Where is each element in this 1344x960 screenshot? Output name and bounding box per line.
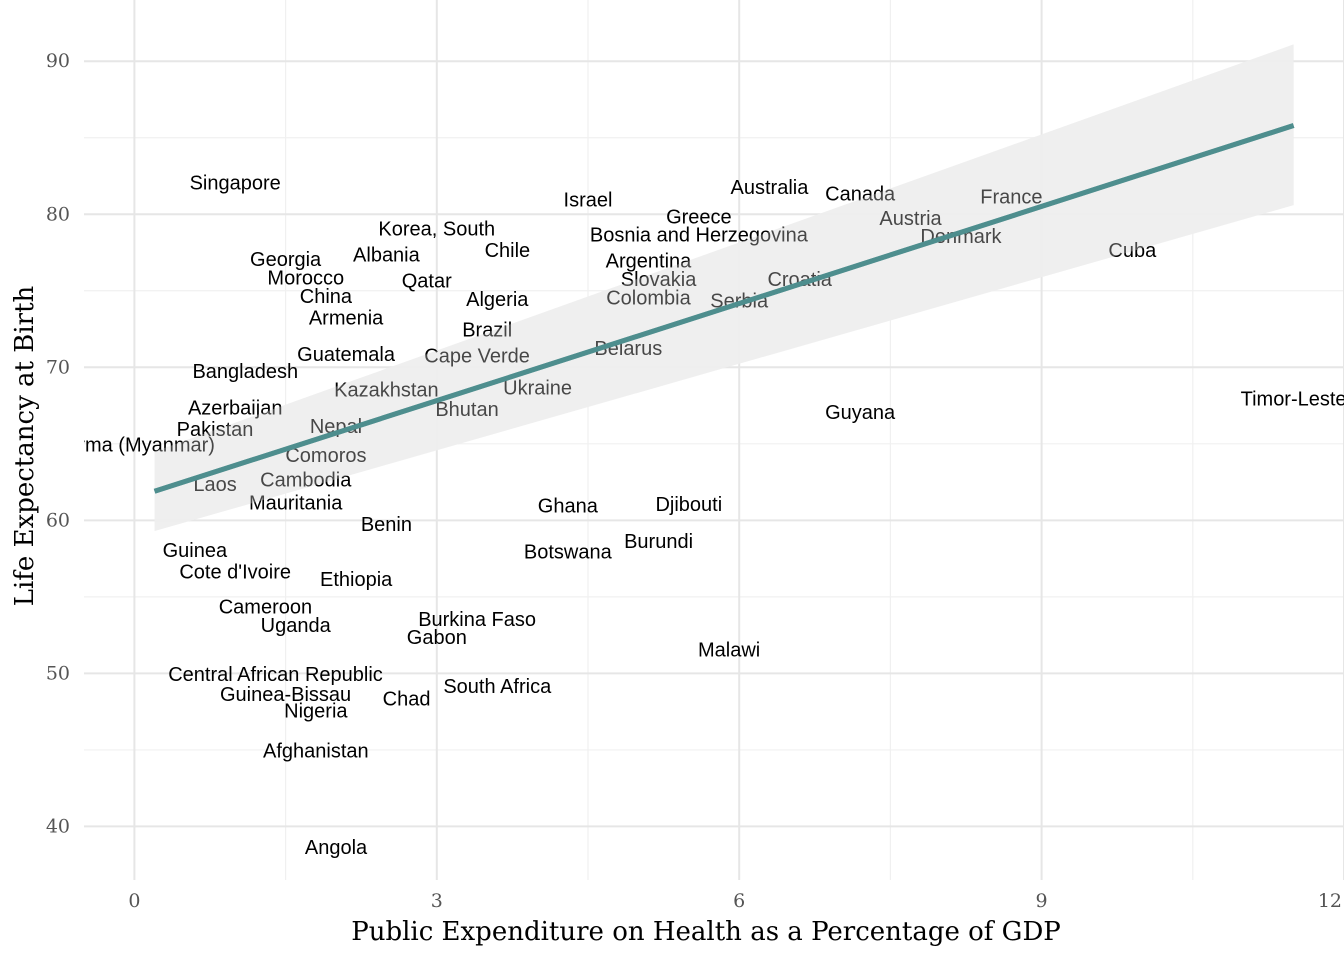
- data-point-label: Cote d'Ivoire: [179, 561, 291, 583]
- data-point-label: Comoros: [285, 445, 366, 467]
- data-point-label: Slovakia: [621, 269, 697, 291]
- x-tick-label: 6: [733, 890, 745, 912]
- data-point-label: France: [980, 186, 1042, 208]
- y-axis-ticks: 40 50 60 70 80 90: [46, 50, 70, 837]
- data-point-label: Guatemala: [297, 344, 396, 366]
- data-point-label: Djibouti: [655, 494, 722, 516]
- data-point-label: Gabon: [407, 627, 467, 649]
- y-tick-label: 70: [46, 356, 70, 378]
- data-point-label: Guinea-Bissau: [220, 684, 351, 706]
- data-point-label: Australia: [731, 177, 810, 199]
- data-point-label: Bhutan: [435, 399, 498, 421]
- data-point-label: Chile: [485, 240, 531, 262]
- y-tick-label: 60: [46, 509, 70, 531]
- data-point-label: Ukraine: [503, 378, 572, 400]
- data-point-label: Mauritania: [249, 493, 343, 515]
- data-point-label: Ethiopia: [320, 569, 393, 591]
- data-point-label: Austria: [879, 208, 942, 230]
- data-point-label: Burundi: [624, 531, 693, 553]
- data-point-label: Azerbaijan: [188, 398, 283, 420]
- data-point-label: Cameroon: [219, 597, 312, 619]
- data-point-label: Greece: [666, 206, 732, 228]
- data-point-label: South Africa: [443, 676, 552, 698]
- data-point-label: Qatar: [402, 271, 452, 293]
- x-axis-title: Public Expenditure on Health as a Percen…: [351, 917, 1061, 947]
- data-point-label: Bosnia and Herzegovina: [590, 225, 809, 247]
- data-point-label: Timor-Leste: [1241, 388, 1344, 410]
- y-tick-label: 90: [46, 50, 70, 72]
- data-point-label: Nepal: [310, 416, 362, 438]
- y-axis-title: Life Expectancy at Birth: [10, 285, 40, 606]
- x-axis-ticks: 0 3 6 9 12: [128, 890, 1342, 912]
- data-point-label: Botswana: [524, 541, 613, 563]
- data-point-label: Chad: [383, 688, 431, 710]
- data-point-label: Uganda: [261, 615, 332, 637]
- data-point-label: Israel: [564, 189, 613, 211]
- x-tick-label: 3: [431, 890, 443, 912]
- data-point-label: Guyana: [825, 402, 896, 424]
- data-point-label: Korea, South: [378, 219, 495, 241]
- data-point-label: Armenia: [309, 307, 384, 329]
- data-point-label: Colombia: [606, 287, 691, 309]
- data-point-label: Argentina: [606, 251, 692, 273]
- data-point-label: China: [300, 286, 353, 308]
- data-point-label: Burma (Myanmar): [54, 434, 215, 456]
- data-point-label: Laos: [193, 474, 236, 496]
- data-point-label: Canada: [825, 183, 896, 205]
- data-point-label: Burkina Faso: [418, 609, 536, 631]
- data-point-label: Ghana: [538, 496, 599, 518]
- data-point-label: Kazakhstan: [334, 379, 439, 401]
- data-point-label: Afghanistan: [263, 740, 369, 762]
- y-tick-label: 80: [46, 203, 70, 225]
- confidence-band: [154, 44, 1294, 532]
- data-point-label: Morocco: [267, 268, 344, 290]
- data-point-label: Brazil: [462, 320, 512, 342]
- data-point-label: Croatia: [767, 269, 832, 291]
- data-point-label: Cape Verde: [424, 346, 530, 368]
- data-point-label: Algeria: [466, 289, 529, 311]
- data-point-label: Nigeria: [284, 701, 348, 723]
- data-point-label: Cuba: [1108, 240, 1157, 262]
- x-tick-label: 0: [128, 890, 140, 912]
- data-point-label: Bangladesh: [192, 361, 298, 383]
- data-point-label: Denmark: [920, 226, 1002, 248]
- x-tick-label: 9: [1036, 890, 1048, 912]
- regression-line-overlay: [153, 123, 1295, 494]
- country-labels: Singapore Israel Australia Canada France Gree…: [54, 44, 1344, 859]
- data-point-label: Malawi: [698, 639, 760, 661]
- data-point-label: Pakistan: [177, 419, 254, 441]
- data-point-label: Benin: [361, 514, 412, 536]
- data-point-label: Georgia: [250, 249, 322, 271]
- data-point-label: Cambodia: [260, 470, 352, 492]
- data-point-label: Albania: [353, 245, 421, 267]
- confidence-band-group: [154, 44, 1294, 532]
- confidence-band-overlay: [154, 44, 1294, 532]
- y-tick-label: 50: [46, 662, 70, 684]
- data-point-label: Angola: [305, 837, 368, 859]
- y-tick-label: 40: [46, 815, 70, 837]
- x-tick-label: 12: [1318, 890, 1342, 912]
- data-point-label: Singapore: [190, 173, 281, 195]
- data-point-label: Guinea: [163, 540, 228, 562]
- data-point-label: Central African Republic: [168, 664, 383, 686]
